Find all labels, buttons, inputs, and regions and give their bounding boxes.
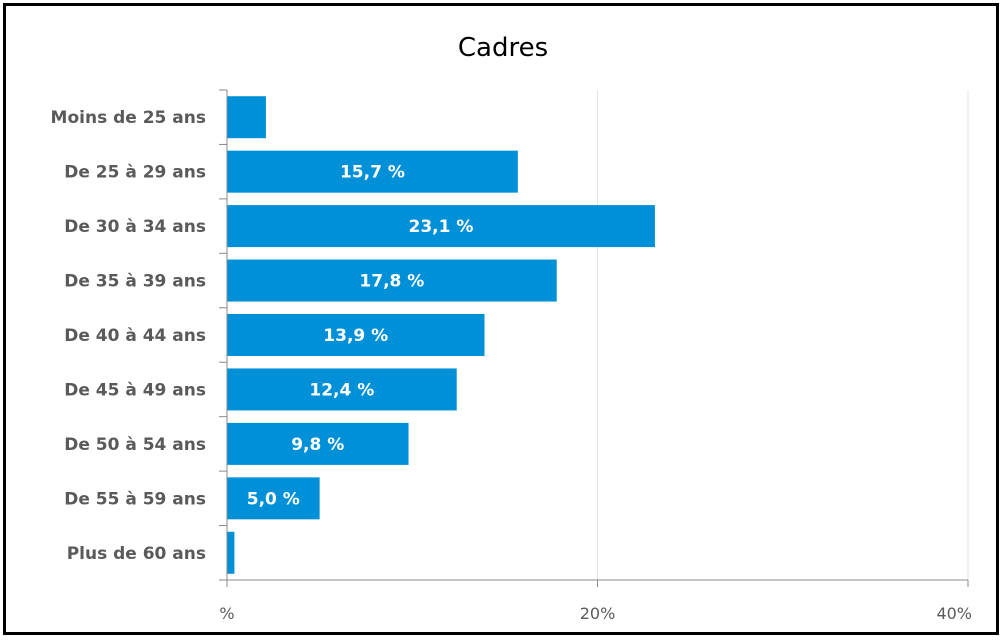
- chart-frame: [3, 3, 999, 635]
- category-label-1: De 25 à 29 ans: [64, 163, 206, 183]
- category-label-3: De 35 à 39 ans: [64, 272, 206, 292]
- category-label-5: De 45 à 49 ans: [64, 380, 206, 400]
- bar-7: [227, 477, 320, 520]
- category-label-6: De 50 à 54 ans: [64, 435, 206, 455]
- x-tick-label-1: 20%: [580, 604, 616, 623]
- data-label-6: 9,8 %: [291, 435, 344, 455]
- x-tick-label-0: %: [219, 604, 234, 623]
- category-label-4: De 40 à 44 ans: [64, 326, 206, 346]
- data-label-2: 23,1 %: [409, 217, 474, 237]
- x-tick-label-2: 40%: [936, 604, 972, 623]
- data-label-7: 5,0 %: [247, 489, 300, 509]
- category-label-2: De 30 à 34 ans: [64, 217, 206, 237]
- bar-4: [227, 314, 485, 356]
- data-label-5: 12,4 %: [309, 380, 374, 400]
- bar-8: [227, 531, 235, 574]
- category-label-8: Plus de 60 ans: [67, 544, 206, 564]
- bar-3: [227, 259, 557, 302]
- bar-5: [227, 368, 457, 411]
- bar-0: [227, 96, 266, 139]
- category-label-7: De 55 à 59 ans: [64, 489, 206, 509]
- bar-2: [227, 205, 655, 248]
- axes: [219, 89, 969, 587]
- data-label-3: 17,8 %: [359, 272, 424, 292]
- category-label-0: Moins de 25 ans: [51, 108, 206, 128]
- gridlines: [597, 90, 969, 580]
- tick-labels: % 20% 40%: [219, 604, 972, 623]
- bar-1: [227, 150, 518, 193]
- data-label-4: 13,9 %: [323, 326, 388, 346]
- bars: [227, 96, 655, 574]
- value-labels: 15,7 % 23,1 % 17,8 % 13,9 % 12,4 % 9,8 % 5,0 %: [247, 163, 474, 510]
- bar-6: [227, 422, 409, 465]
- category-labels: Moins de 25 ans De 25 à 29 ans De 30 à 34 …: [51, 108, 206, 564]
- data-label-1: 15,7 %: [340, 163, 405, 183]
- chart-title: Cadres: [458, 33, 548, 63]
